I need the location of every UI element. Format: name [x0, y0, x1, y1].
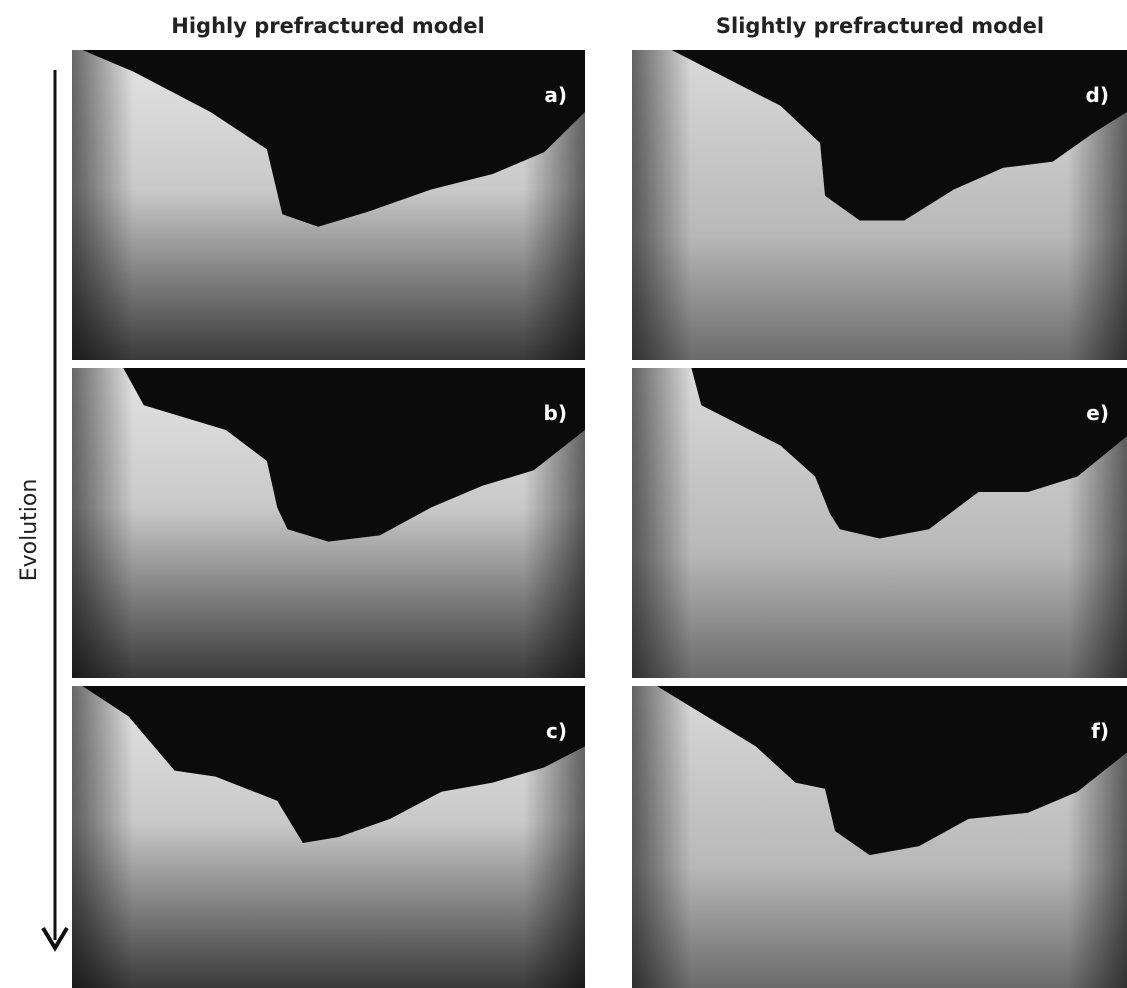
panel-label: d): [1086, 83, 1109, 107]
photo-panel: b): [72, 368, 585, 678]
panel-label: b): [544, 401, 567, 425]
panel-label: e): [1086, 401, 1109, 425]
photo-panel: d): [632, 50, 1127, 360]
panels: a) b) c) d) e) f): [72, 50, 1127, 988]
panel-label: c): [546, 719, 567, 743]
photo-panel: c): [72, 686, 585, 988]
photo-panel: a): [72, 50, 585, 360]
photo-panel: e): [632, 368, 1127, 678]
figure: Highly prefractured model Slightly prefr…: [0, 0, 1127, 988]
axis-label: Evolution: [17, 479, 42, 582]
column-title: Highly prefractured model: [171, 14, 484, 38]
panel-label: a): [544, 83, 567, 107]
panel-label: f): [1091, 719, 1109, 743]
column-title: Slightly prefractured model: [716, 14, 1044, 38]
photo-panel: f): [632, 686, 1127, 988]
